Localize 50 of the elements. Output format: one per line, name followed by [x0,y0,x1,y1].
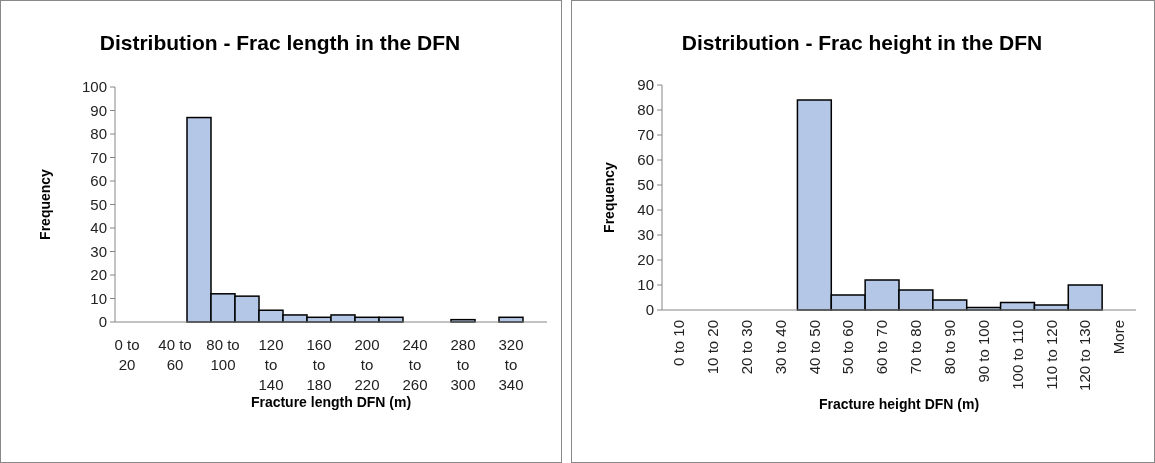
x-tick-label: 60 to 70 [873,320,891,375]
x-tick-label: 240 to 260 [402,336,428,393]
x-tick-label: 120 to 130 [1076,320,1094,391]
x-tick-label: 30 to 40 [771,320,789,375]
y-tick-label: 10 [637,276,654,294]
y-tick-label: 100 [81,78,107,96]
chart-title: Distribution - Frac height in the DFN [681,31,1043,54]
y-tick-label: 70 [637,126,654,144]
x-tick-label: 280 to 300 [450,336,476,393]
x-tick-label: 10 to 20 [704,320,722,375]
x-tick-label: 70 to 80 [907,320,925,375]
y-tick-label: 80 [637,101,654,119]
y-tick-label: 60 [637,151,654,169]
y-axis-title: Frequency [601,161,617,233]
y-tick-label: 30 [90,242,107,260]
x-tick-label: 160 to 180 [306,336,332,393]
y-tick-label: 50 [90,195,107,213]
x-tick-label: 40 to 60 [158,336,192,373]
chart-title: Distribution - Frac length in the DFN [99,31,461,54]
x-tick-label: 90 to 100 [974,320,992,383]
y-tick-label: 70 [90,148,107,166]
y-tick-label: 90 [637,76,654,94]
y-tick-label: 50 [637,176,654,194]
x-tick-label: More [1110,320,1128,355]
x-tick-label: 120 to 140 [258,336,284,393]
y-tick-label: 40 [90,219,107,237]
x-tick-label: 110 to 120 [1042,320,1060,390]
x-tick-label: 0 to 10 [670,320,688,366]
x-tick-label: 80 to 100 [206,336,240,373]
x-tick-label: 80 to 90 [941,320,959,375]
y-tick-label: 0 [645,301,654,319]
y-tick-label: 20 [90,266,107,284]
x-tick-label: 50 to 60 [839,320,857,375]
x-tick-label: 320 to 340 [498,336,524,393]
y-tick-label: 60 [90,172,107,190]
y-axis-title: Frequency [37,168,53,240]
x-tick-label: 20 to 30 [737,320,755,375]
x-tick-label: 200 to 220 [354,336,380,393]
x-axis-title: Fracture height DFN (m) [818,396,980,412]
y-tick-label: 20 [637,251,654,269]
x-tick-label: 100 to 110 [1008,320,1026,390]
y-tick-label: 40 [637,201,654,219]
y-tick-label: 0 [98,313,107,331]
x-axis-title: Fracture length DFN (m) [250,394,412,410]
x-tick-label: 0 to 20 [114,336,140,373]
y-tick-label: 10 [90,289,107,307]
y-tick-label: 90 [90,101,107,119]
y-tick-label: 30 [637,226,654,244]
x-tick-label: 40 to 50 [805,320,823,375]
y-tick-label: 80 [90,125,107,143]
